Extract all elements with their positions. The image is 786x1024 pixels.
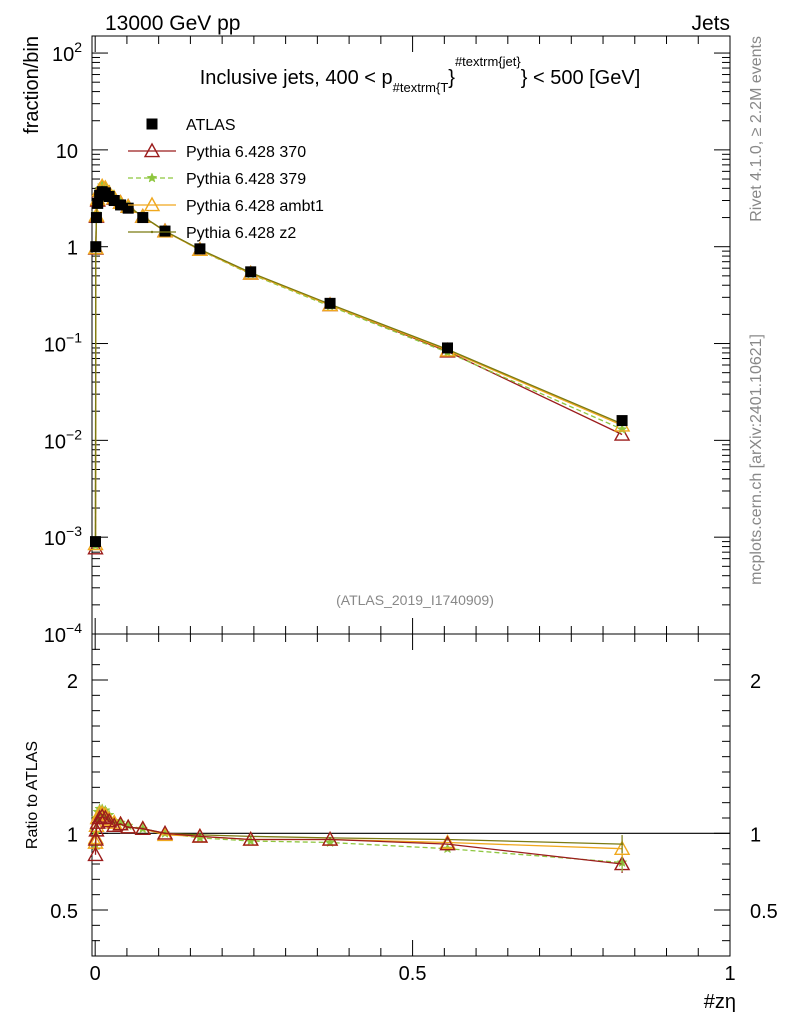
main-point — [442, 342, 454, 354]
legend-item: Pythia 6.428 379 — [128, 171, 306, 188]
legend: ATLAS Pythia 6.428 370 Pythia 6.428 379 Pyt… — [128, 117, 324, 242]
ratio-point — [119, 818, 137, 834]
main-y-tick-label: 10−4 — [44, 620, 82, 647]
ratio-plot-frame — [91, 633, 731, 957]
main-y-tick-label: 10−2 — [44, 426, 82, 453]
main-series-line — [94, 185, 623, 545]
legend-item: Pythia 6.428 z2 — [128, 225, 296, 242]
legend-marker — [146, 118, 158, 130]
ratio-point — [249, 835, 252, 838]
ratio-y-tick-label: 0.5 — [50, 901, 78, 923]
main-point — [613, 426, 631, 441]
header-left-label: 13000 GeV pp — [105, 12, 240, 35]
main-point — [90, 212, 102, 224]
mcplots-label: mcplots.cern.ch [arXiv:2401.10621] — [748, 334, 765, 585]
ratio-y-tick-label: 1 — [67, 824, 78, 846]
ratio-point — [439, 835, 456, 851]
ratio-point — [328, 836, 332, 840]
ratio-point — [439, 834, 456, 849]
main-point — [616, 415, 628, 427]
ratio-point — [242, 831, 259, 846]
ratio-point — [156, 824, 174, 840]
main-point — [108, 195, 120, 207]
x-tick-label: 0 — [90, 963, 101, 985]
ratio-y-axis-label: Ratio to ATLAS — [24, 741, 41, 849]
main-point — [137, 212, 149, 224]
ratio-point — [321, 831, 339, 846]
ratio-point — [97, 809, 114, 825]
main-point — [324, 297, 336, 309]
ratio-y-tick-label: 2 — [67, 671, 78, 693]
ratio-series-pythia-6-428-370 — [87, 808, 631, 871]
ratio-point — [87, 846, 104, 862]
main-y-tick-label: 1 — [67, 238, 78, 260]
x-tick-label: 1 — [724, 963, 735, 985]
header-right-label: Jets — [691, 12, 730, 35]
legend-label: ATLAS — [186, 117, 236, 134]
legend-item: Pythia 6.428 ambt1 — [128, 196, 324, 215]
main-point — [194, 243, 206, 255]
legend-label: Pythia 6.428 z2 — [186, 225, 296, 242]
ratio-y-tick-label-right: 1 — [750, 824, 761, 846]
main-axes: 102 10 1 10−1 10−2 10−3 10−4 — [44, 36, 731, 647]
main-series-line — [94, 186, 623, 549]
main-y-tick-label: 10−1 — [44, 330, 82, 357]
x-axis-label: #zη — [704, 991, 736, 1013]
ratio-axes: 0.5 0.5 1 1 2 2 0 0.5 1 — [50, 634, 778, 985]
main-point — [87, 539, 104, 555]
main-point — [159, 225, 171, 237]
title-brace: } — [448, 67, 455, 89]
legend-label: Pythia 6.428 370 — [186, 144, 306, 161]
ratio-point — [191, 827, 209, 843]
ratio-y-tick-label-right: 0.5 — [750, 901, 778, 923]
main-y-axis-label: fraction/bin — [21, 36, 43, 134]
main-point — [115, 199, 127, 211]
main-point — [122, 202, 134, 214]
legend-marker — [143, 196, 161, 212]
ratio-point — [88, 821, 105, 837]
legend-label: Pythia 6.428 379 — [186, 171, 306, 188]
legend-marker — [150, 230, 154, 234]
title-post: } < 500 [GeV] — [521, 67, 641, 89]
ratio-point — [87, 831, 104, 846]
ratio-series-pythia-6-428-ambt1 — [87, 804, 631, 855]
main-series-atlas — [89, 186, 628, 548]
legend-item: ATLAS — [146, 117, 236, 134]
main-series-group — [87, 177, 631, 555]
rivet-label: Rivet 4.1.0, ≥ 2.2M events — [748, 36, 765, 222]
analysis-watermark: (ATLAS_2019_I1740909) — [336, 592, 494, 608]
main-point — [89, 536, 101, 548]
main-y-tick-label: 10−3 — [44, 523, 82, 550]
ratio-series-group — [87, 803, 631, 873]
ratio-point — [134, 820, 151, 836]
main-point — [245, 266, 257, 278]
main-series-line — [94, 184, 623, 546]
main-title: Inclusive jets, 400 < p#textrm{T}#textrm… — [200, 54, 641, 95]
title-pre: Inclusive jets, 400 < p — [200, 67, 393, 89]
legend-marker — [146, 172, 158, 183]
legend-label: Pythia 6.428 ambt1 — [186, 198, 324, 215]
main-series-pythia-6-428-z2 — [94, 185, 624, 544]
main-point — [90, 241, 102, 253]
main-point — [92, 197, 104, 209]
ratio-point — [198, 833, 202, 837]
ratio-point — [112, 815, 129, 831]
title-sup: #textrm{jet} — [455, 54, 521, 69]
main-y-tick-label: 102 — [52, 39, 82, 66]
svg-text:Inclusive jets, 400 < p#textrm: Inclusive jets, 400 < p#textrm{T}#textrm… — [200, 54, 641, 95]
ratio-point — [106, 817, 123, 832]
legend-item: Pythia 6.428 370 — [128, 142, 306, 161]
main-y-tick-label: 10 — [56, 141, 78, 163]
legend-marker — [143, 142, 161, 158]
ratio-y-tick-label-right: 2 — [750, 671, 761, 693]
ratio-point — [93, 808, 111, 823]
x-tick-label: 0.5 — [399, 963, 427, 985]
title-sub: #textrm{T — [393, 80, 449, 95]
main-series-line — [94, 186, 623, 543]
